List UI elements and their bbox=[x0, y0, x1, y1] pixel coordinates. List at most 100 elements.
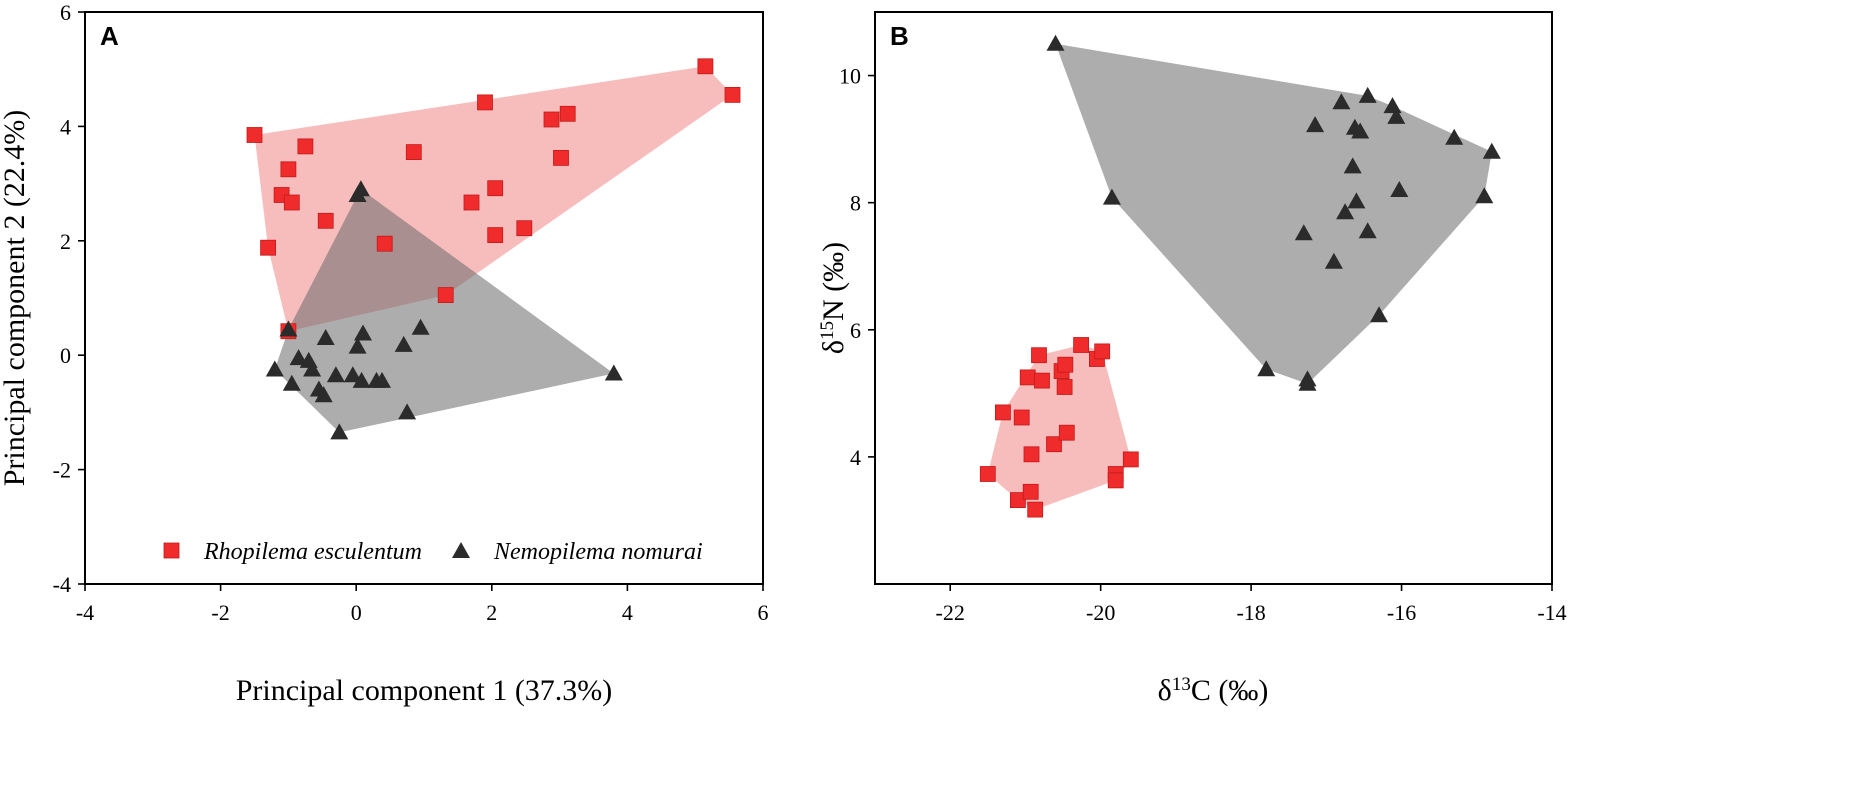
point-rhopilema-panel-b bbox=[1010, 492, 1026, 509]
panel-b-plot-area bbox=[979, 34, 1501, 518]
point-nemopilema-panel-b bbox=[1343, 157, 1362, 174]
panel-b-frame bbox=[874, 11, 1553, 585]
x-tick-label-panel-b: -22 bbox=[936, 600, 965, 625]
point-nemopilema-panel-b bbox=[1332, 93, 1351, 110]
point-nemopilema-panel-b bbox=[1383, 97, 1402, 114]
point-nemopilema-panel-a bbox=[348, 337, 367, 354]
point-nemopilema-panel-a bbox=[373, 371, 391, 388]
point-rhopilema-panel-a bbox=[405, 144, 422, 161]
point-rhopilema-panel-b bbox=[1094, 343, 1111, 360]
point-rhopilema-panel-a bbox=[437, 287, 454, 304]
hull-nemopilema-panel-b bbox=[1055, 43, 1492, 384]
point-rhopilema-panel-a bbox=[283, 194, 300, 211]
panel-b-ticks: -22 -20 -18 -16 -14 4 6 8 10 bbox=[839, 64, 1567, 625]
panel-b-letter: B bbox=[890, 21, 909, 51]
x-tick-label-panel-b: -16 bbox=[1387, 600, 1416, 625]
y-tick-label-panel-b: 6 bbox=[850, 318, 861, 343]
y-tick-label-panel-a: 4 bbox=[60, 114, 71, 139]
point-rhopilema-panel-a bbox=[487, 180, 504, 197]
point-nemopilema-panel-b bbox=[1102, 188, 1121, 205]
point-rhopilema-panel-b bbox=[1013, 409, 1030, 426]
legend-square-icon bbox=[163, 542, 180, 559]
x-tick-label-panel-b: -18 bbox=[1236, 600, 1265, 625]
point-rhopilema-panel-b bbox=[1046, 436, 1062, 453]
point-nemopilema-panel-a bbox=[330, 423, 349, 440]
y-tick-label-panel-a: -4 bbox=[53, 572, 71, 597]
x-tick-label-panel-a: -4 bbox=[76, 600, 94, 625]
point-nemopilema-panel-b bbox=[1445, 128, 1464, 145]
x-tick-label-panel-b: -14 bbox=[1537, 600, 1566, 625]
point-rhopilema-panel-a bbox=[553, 149, 569, 166]
point-nemopilema-panel-b bbox=[1482, 142, 1501, 159]
point-rhopilema-panel-a bbox=[559, 105, 576, 122]
point-nemopilema-panel-b bbox=[1358, 86, 1377, 103]
point-nemopilema-panel-a bbox=[316, 329, 335, 345]
point-rhopilema-panel-b bbox=[1023, 446, 1040, 463]
point-nemopilema-panel-a bbox=[604, 364, 623, 381]
point-nemopilema-panel-a bbox=[289, 349, 308, 366]
panel-b-xlabel: δ13C (‰) bbox=[1158, 674, 1269, 708]
legend: Rhopilema esculentum Nemopilema nomurai bbox=[163, 539, 703, 565]
point-nemopilema-panel-a bbox=[343, 366, 362, 383]
legend-label-nemopilema: Nemopilema nomurai bbox=[493, 539, 703, 565]
point-nemopilema-panel-a bbox=[303, 360, 322, 377]
point-nemopilema-panel-a bbox=[265, 360, 284, 377]
panel-a-plot-area bbox=[246, 58, 741, 440]
x-tick-label-panel-a: 0 bbox=[351, 600, 362, 625]
y-tick-label-panel-a: 2 bbox=[60, 229, 71, 254]
point-rhopilema-panel-b bbox=[979, 466, 996, 482]
y-tick-label-panel-a: -2 bbox=[53, 458, 71, 483]
panel-a-xlabel: Principal component 1 (37.3%) bbox=[236, 674, 613, 707]
panel-b-chart: B -22 -20 -18 -16 -14 4 6 8 10 δ13C (‰) δ15N (‰) bbox=[817, 11, 1567, 708]
point-rhopilema-panel-a bbox=[487, 227, 504, 244]
point-rhopilema-panel-a bbox=[463, 194, 480, 211]
point-nemopilema-panel-a bbox=[326, 366, 345, 383]
point-nemopilema-panel-b bbox=[1387, 107, 1406, 124]
point-rhopilema-panel-b bbox=[1073, 337, 1089, 353]
panel-a-chart: A -4 -2 0 2 4 6 -4 -2 0 2 4 6 Principal component 1… bbox=[0, 0, 769, 707]
point-rhopilema-panel-b bbox=[1034, 372, 1050, 389]
point-rhopilema-panel-b bbox=[1107, 472, 1124, 489]
point-nemopilema-panel-b bbox=[1046, 34, 1065, 51]
point-rhopilema-panel-a bbox=[376, 235, 393, 252]
point-nemopilema-panel-b bbox=[1390, 181, 1409, 197]
point-nemopilema-panel-b bbox=[1370, 306, 1388, 323]
point-nemopilema-panel-b bbox=[1298, 374, 1317, 391]
point-rhopilema-panel-b bbox=[1027, 501, 1044, 518]
point-rhopilema-panel-b bbox=[1057, 356, 1074, 373]
legend-triangle-icon bbox=[452, 542, 470, 558]
point-nemopilema-panel-a bbox=[398, 403, 417, 420]
y-tick-label-panel-a: 6 bbox=[60, 0, 71, 25]
x-tick-label-panel-b: -20 bbox=[1086, 600, 1115, 625]
point-nemopilema-panel-a bbox=[314, 386, 333, 403]
legend-label-rhopilema: Rhopilema esculentum bbox=[203, 539, 422, 565]
panel-a-frame bbox=[84, 11, 764, 585]
panel-b-ylabel: δ15N (‰) bbox=[817, 242, 851, 354]
panel-a-ylabel: Principal component 2 (22.4%) bbox=[0, 110, 31, 487]
x-tick-label-panel-a: 2 bbox=[486, 600, 497, 625]
point-nemopilema-panel-b bbox=[1475, 187, 1494, 204]
point-nemopilema-panel-a bbox=[279, 320, 298, 337]
point-rhopilema-panel-b bbox=[995, 404, 1011, 421]
point-nemopilema-panel-b bbox=[1358, 222, 1377, 239]
panel-a-letter: A bbox=[100, 21, 119, 51]
x-tick-label-panel-a: -2 bbox=[211, 600, 229, 625]
point-rhopilema-panel-a bbox=[477, 94, 493, 111]
point-rhopilema-panel-a bbox=[516, 220, 533, 237]
x-tick-label-panel-a: 4 bbox=[622, 600, 633, 625]
point-rhopilema-panel-b bbox=[1058, 424, 1075, 441]
point-rhopilema-panel-a bbox=[697, 58, 714, 75]
point-nemopilema-panel-a bbox=[411, 318, 430, 335]
point-rhopilema-panel-a bbox=[297, 138, 314, 155]
point-nemopilema-panel-b bbox=[1306, 116, 1325, 133]
point-rhopilema-panel-b bbox=[1022, 483, 1039, 500]
y-tick-label-panel-b: 8 bbox=[850, 191, 861, 216]
y-tick-label-panel-a: 0 bbox=[60, 343, 71, 368]
point-nemopilema-panel-b bbox=[1324, 252, 1343, 269]
point-rhopilema-panel-b bbox=[1031, 347, 1047, 364]
point-rhopilema-panel-a bbox=[724, 87, 741, 103]
point-nemopilema-panel-a bbox=[282, 374, 301, 391]
point-nemopilema-panel-a bbox=[354, 324, 372, 341]
y-tick-label-panel-b: 4 bbox=[850, 445, 861, 470]
